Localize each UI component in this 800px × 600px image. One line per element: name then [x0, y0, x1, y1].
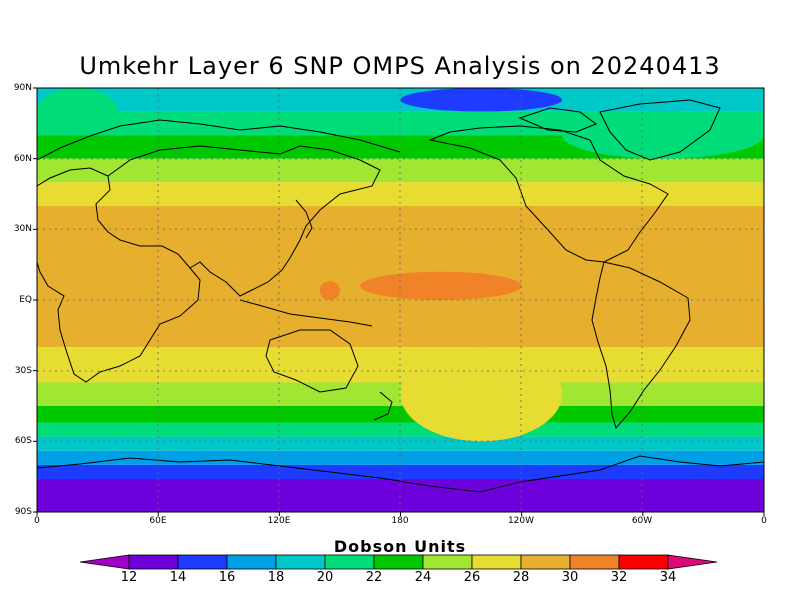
coastline-arctic-eurasia — [37, 119, 401, 161]
ozone-band — [37, 450, 764, 465]
y-tick-label: 60N — [13, 154, 32, 164]
colorbar-tick-label: 24 — [414, 570, 432, 585]
colorbar-title: Dobson Units — [333, 537, 467, 556]
coastline-south-america — [591, 261, 691, 430]
ozone-feature — [400, 88, 563, 112]
ozone-feature — [319, 281, 340, 301]
colorbar-segment — [128, 554, 179, 570]
colorbar-tick-label: 14 — [169, 570, 187, 585]
coastline-indonesia — [239, 299, 373, 327]
coastline-new-zealand — [373, 391, 393, 421]
y-tick-label: 30N — [13, 224, 32, 234]
coastline-japan — [295, 199, 313, 239]
colorbar-tick-label: 20 — [316, 570, 334, 585]
colorbar-tick-label: 22 — [365, 570, 383, 585]
coastline-antarctica — [37, 455, 764, 493]
colorbar-segment — [471, 554, 522, 570]
y-tick-label: 60S — [14, 436, 32, 446]
colorbar-tick-label: 16 — [218, 570, 236, 585]
ozone-feature — [360, 271, 522, 300]
coastline-greenland — [599, 99, 721, 161]
y-tick-label: EQ — [19, 295, 32, 305]
colorbar-tick-label: 26 — [463, 570, 481, 585]
colorbar-segment — [373, 554, 424, 570]
colorbar-segment — [226, 554, 277, 570]
colorbar-segment — [422, 554, 473, 570]
ozone-band — [37, 347, 764, 383]
colorbar-tick-label: 28 — [512, 570, 530, 585]
colorbar-tick-label: 34 — [659, 570, 677, 585]
coastline-asia — [107, 145, 381, 297]
chart-title: Umkehr Layer 6 SNP OMPS Analysis on 2024… — [79, 52, 721, 80]
ozone-feature — [37, 88, 118, 136]
x-tick-label: 60E — [149, 516, 167, 526]
y-tick-label: 90N — [13, 83, 32, 93]
y-tick-label: 90S — [14, 507, 32, 517]
colorbar-segment — [667, 554, 718, 570]
colorbar-tick-label: 12 — [120, 570, 138, 585]
ozone-band — [37, 158, 764, 183]
colorbar-tick-label: 32 — [610, 570, 628, 585]
ozone-band — [37, 406, 764, 423]
colorbar-segment — [177, 554, 228, 570]
colorbar-tick-label: 18 — [267, 570, 285, 585]
colorbar-tick-label: 30 — [561, 570, 579, 585]
x-tick-label: 180 — [391, 516, 409, 526]
x-tick-label: 0 — [34, 516, 40, 526]
colorbar-segment — [275, 554, 326, 570]
x-tick-label: 0 — [761, 516, 767, 526]
colorbar-segment — [618, 554, 669, 570]
ozone-band — [37, 479, 764, 512]
x-tick-label: 60W — [631, 516, 653, 526]
colorbar — [79, 554, 718, 570]
coastline-europe-africa — [37, 167, 201, 383]
colorbar-segment — [569, 554, 620, 570]
y-tick-label: 30S — [14, 366, 32, 376]
coastline-australia — [265, 329, 359, 393]
coastline-canadian-arctic — [518, 107, 598, 133]
ozone-band — [37, 182, 764, 206]
colorbar-segment — [79, 554, 130, 570]
ozone-feature — [562, 111, 764, 159]
x-tick-label: 120E — [267, 516, 291, 526]
ozone-band — [37, 464, 764, 480]
ozone-band — [37, 436, 764, 451]
colorbar-segment — [324, 554, 375, 570]
ozone-feature — [400, 347, 563, 442]
x-tick-label: 120W — [507, 516, 535, 526]
colorbar-segment — [520, 554, 571, 570]
ozone-band — [37, 422, 764, 437]
